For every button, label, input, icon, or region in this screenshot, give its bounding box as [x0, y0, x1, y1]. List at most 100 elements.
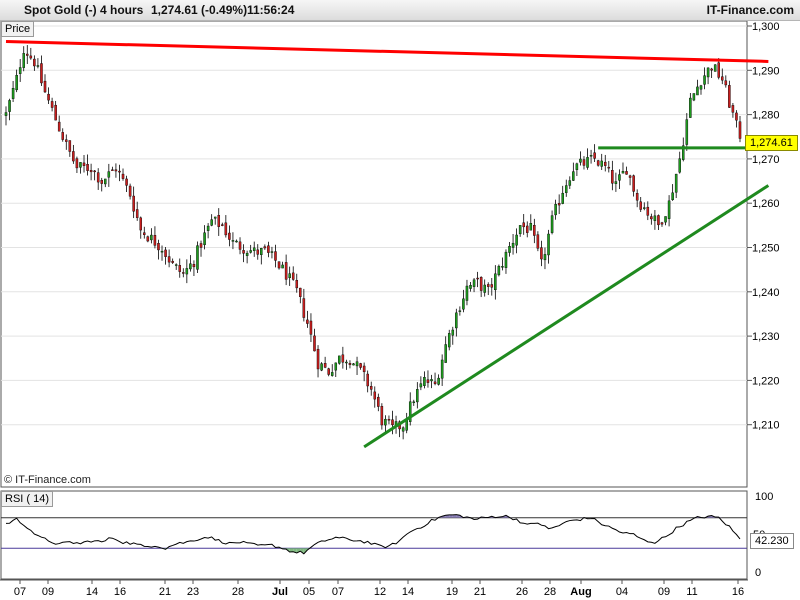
candle-body	[50, 101, 54, 108]
candle-body	[465, 285, 469, 301]
candle-body	[118, 170, 121, 173]
candle-body	[607, 166, 611, 169]
candle-body	[171, 260, 174, 263]
candle-body	[643, 207, 646, 209]
candle-body	[100, 179, 103, 184]
candle-body	[667, 200, 671, 219]
x-tick-label: 07	[332, 586, 344, 598]
candle-body	[86, 164, 89, 171]
candle-body	[575, 163, 579, 170]
candle-body	[614, 181, 618, 184]
candle-body	[455, 312, 458, 329]
candle-body	[717, 62, 720, 78]
candle-body	[89, 170, 93, 173]
candle-body	[664, 216, 667, 223]
candle-body	[11, 88, 15, 99]
x-tick-label: 07	[14, 586, 26, 598]
y-tick-label: 1,270	[752, 154, 780, 166]
candle-body	[596, 160, 600, 166]
y-tick-label: 1,290	[752, 65, 780, 77]
x-tick-label: 19	[446, 586, 458, 598]
candle-body	[682, 145, 685, 160]
candle-body	[724, 80, 728, 86]
candle-body	[128, 185, 132, 197]
candle-body	[692, 93, 696, 101]
candle-body	[72, 151, 75, 162]
candle-body	[685, 119, 689, 145]
candle-body	[543, 254, 547, 261]
candle-body	[678, 158, 681, 173]
candle-body	[501, 266, 504, 268]
candle-body	[433, 381, 437, 384]
candle-body	[267, 245, 270, 253]
instrument-name: Spot Gold (-)	[24, 3, 97, 17]
candle-body	[26, 53, 29, 56]
candle-body	[61, 132, 64, 140]
candle-body	[203, 232, 206, 246]
candle-body	[231, 240, 235, 242]
x-tick-label: 21	[159, 586, 171, 598]
candle-body	[334, 362, 338, 371]
candle-body	[699, 85, 703, 90]
candle-body	[302, 298, 306, 318]
candle-body	[309, 320, 313, 335]
x-tick-label: 14	[402, 586, 414, 598]
price-y-axis: 1,210 1,220 1,230 1,240 1,250 1,260 1,270 1,280…	[747, 21, 780, 432]
x-tick-label: 16	[114, 586, 126, 598]
y-tick-label: 1,230	[752, 331, 780, 343]
brand-logo-text: IT-Finance.com	[706, 3, 794, 17]
candle-body	[625, 171, 628, 175]
y-tick-label: 1,280	[752, 110, 780, 122]
candle-body	[54, 104, 57, 121]
candle-body	[160, 250, 164, 253]
candle-body	[437, 377, 440, 385]
candle-body	[451, 329, 455, 336]
candle-body	[486, 284, 490, 287]
candle-body	[43, 80, 47, 93]
candle-body	[125, 178, 128, 186]
candle-body	[689, 97, 692, 118]
resistance-trendline	[5, 40, 769, 63]
candle-body	[674, 173, 678, 193]
candle-body	[79, 162, 82, 168]
candle-body	[603, 161, 607, 166]
candle-body	[525, 225, 529, 233]
y-tick-label: 1,260	[752, 198, 780, 210]
candle-body	[352, 363, 355, 366]
candle-body	[189, 263, 192, 270]
candle-body	[458, 310, 462, 312]
copyright-credit: © IT-Finance.com	[4, 474, 91, 486]
candle-body	[185, 268, 189, 275]
rsi-line	[5, 514, 741, 555]
candle-body	[469, 284, 472, 289]
candle-body	[593, 152, 596, 159]
candle-body	[96, 172, 100, 183]
rsi-y-tick-label: 0	[755, 567, 761, 579]
candle-body	[387, 419, 391, 421]
candle-body	[550, 215, 554, 233]
candle-body	[600, 160, 603, 167]
candle-body	[213, 216, 217, 219]
candle-body	[671, 192, 674, 201]
candle-body	[341, 354, 345, 363]
candle-body	[313, 335, 316, 352]
candle-body	[192, 264, 196, 268]
x-tick-label: 23	[187, 586, 199, 598]
candle-body	[639, 201, 642, 210]
candle-body	[104, 178, 107, 185]
candle-body	[206, 225, 210, 231]
candle-body	[330, 372, 334, 376]
candle-body	[650, 216, 653, 220]
x-tick-label: 09	[658, 586, 670, 598]
candle-body	[270, 251, 274, 253]
candle-body	[536, 234, 540, 249]
candle-body	[735, 112, 738, 121]
candle-body	[589, 155, 593, 157]
candle-body	[288, 273, 291, 279]
candle-body	[490, 284, 494, 288]
candle-body	[249, 250, 252, 253]
candle-body	[476, 277, 479, 280]
x-tick-label: 16	[732, 586, 744, 598]
candle-body	[22, 53, 25, 68]
candle-body	[252, 247, 256, 252]
